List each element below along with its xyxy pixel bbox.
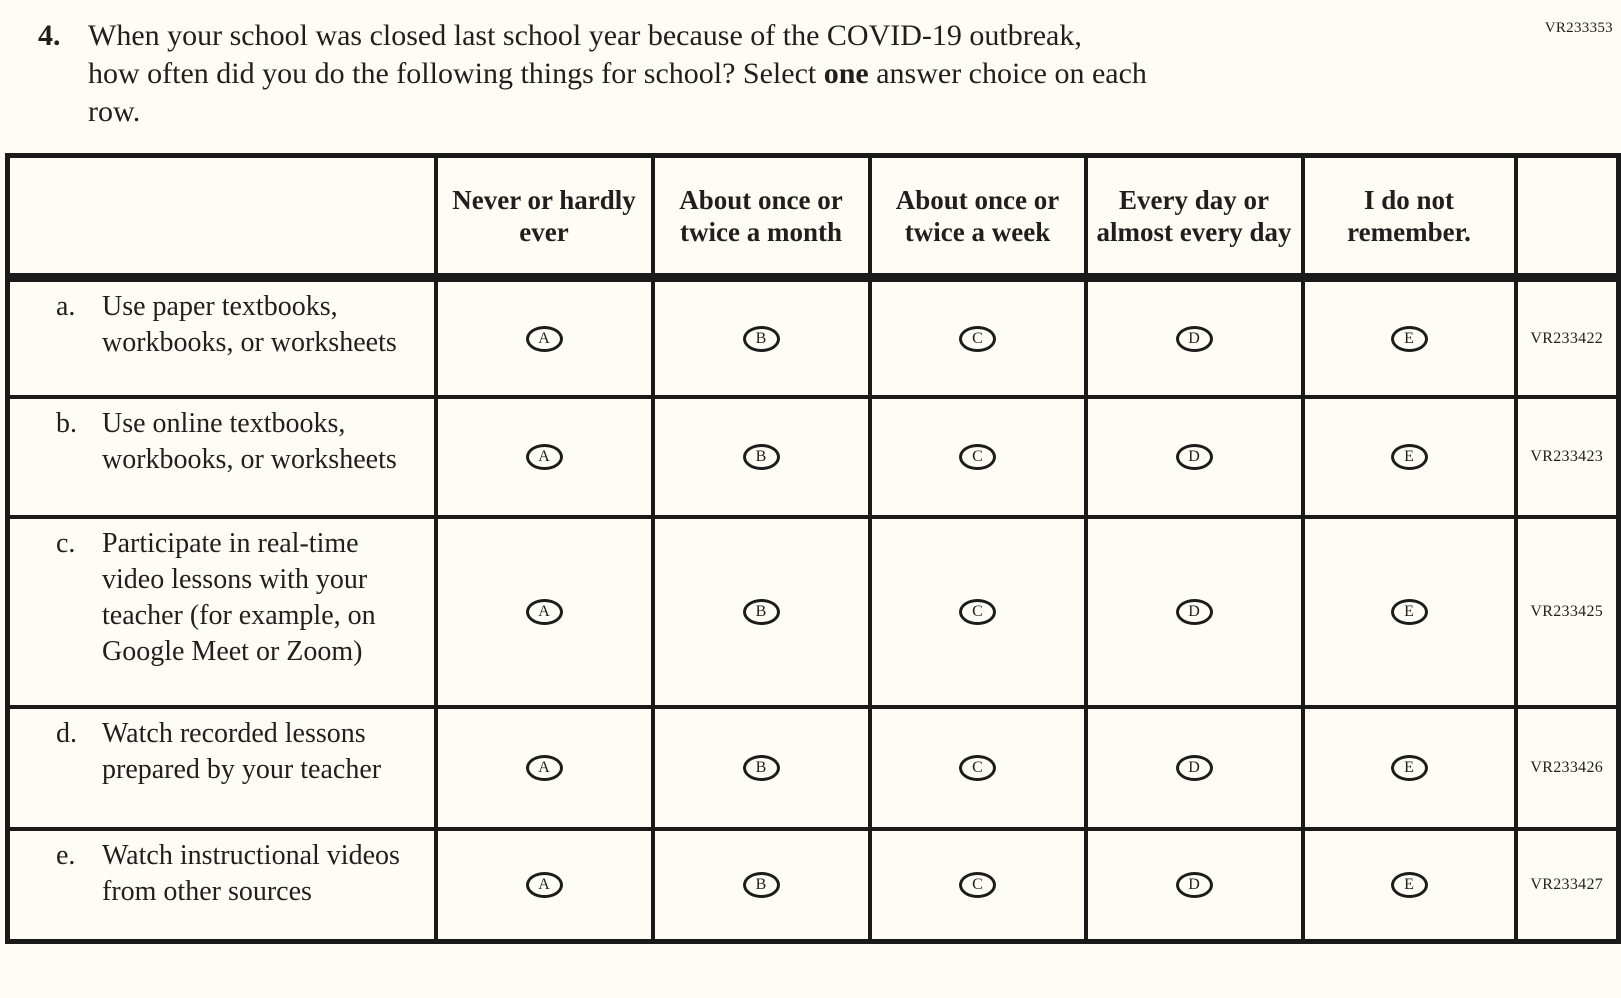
question-line2-post: answer choice on each	[868, 57, 1147, 90]
answer-bubble-e-A[interactable]: A	[525, 871, 563, 898]
answer-bubble-d-A[interactable]: A	[525, 755, 563, 781]
choice-cell: C	[867, 278, 1088, 399]
choice-cell: B	[650, 278, 872, 399]
question-line1: When your school was closed last school …	[88, 19, 1082, 52]
choice-cell: C	[867, 705, 1088, 831]
header-every-day: Every day or almost every day	[1083, 153, 1305, 278]
answer-bubble-e-C[interactable]: C	[959, 871, 996, 898]
answer-bubble-a-B[interactable]: B	[742, 325, 780, 352]
table-row-e: e. Watch instructional videos from other…	[5, 827, 1621, 943]
item-letter-d: d.	[56, 718, 77, 749]
response-matrix: Never or hardly ever About once or twice…	[5, 153, 1621, 944]
answer-bubble-e-D[interactable]: D	[1175, 871, 1213, 898]
choice-cell: A	[433, 278, 655, 399]
question-line2-pre: how often did you do the following thing…	[88, 57, 824, 90]
answer-bubble-d-C[interactable]: C	[959, 755, 996, 781]
question-number: 4.	[38, 19, 61, 52]
choice-cell: D	[1083, 278, 1305, 399]
choice-cell: C	[867, 395, 1088, 519]
answer-bubble-a-A[interactable]: A	[525, 325, 563, 352]
item-cell-a: a. Use paper textbooks, workbooks, or wo…	[5, 278, 438, 399]
answer-bubble-c-D[interactable]: D	[1175, 599, 1213, 625]
item-letter-a: a.	[56, 291, 76, 322]
choice-cell: E	[1300, 827, 1518, 943]
question-text: When your school was closed last school …	[88, 17, 1408, 131]
header-once-twice-week: About once or twice a week	[867, 153, 1088, 278]
row-code-a: VR233422	[1513, 278, 1621, 399]
choice-cell: A	[433, 705, 655, 831]
answer-bubble-e-E[interactable]: E	[1390, 871, 1428, 898]
choice-cell: E	[1300, 278, 1518, 399]
item-text-a: Use paper textbooks, workbooks, or works…	[102, 291, 397, 358]
choice-cell: C	[867, 515, 1088, 709]
item-text-b: Use online textbooks, workbooks, or work…	[102, 408, 397, 475]
table-row-c: c. Participate in real-time video lesson…	[5, 515, 1621, 709]
item-text-c: Participate in real-time video lessons w…	[102, 528, 376, 667]
answer-bubble-c-A[interactable]: A	[525, 599, 563, 625]
answer-bubble-c-B[interactable]: B	[742, 599, 780, 625]
item-cell-b: b. Use online textbooks, workbooks, or w…	[5, 395, 438, 519]
table-row-d: d. Watch recorded lessons prepared by yo…	[5, 705, 1621, 831]
question-bold-word: one	[823, 57, 869, 90]
item-cell-d: d. Watch recorded lessons prepared by yo…	[5, 705, 438, 831]
choice-cell: B	[650, 395, 872, 519]
header-empty-code	[1513, 153, 1621, 278]
choice-cell: B	[650, 515, 872, 709]
item-letter-b: b.	[56, 408, 77, 439]
table-row-a: a. Use paper textbooks, workbooks, or wo…	[5, 278, 1621, 399]
row-code-c: VR233425	[1513, 515, 1621, 709]
answer-bubble-b-B[interactable]: B	[742, 444, 780, 470]
choice-cell: D	[1083, 705, 1305, 831]
header-never: Never or hardly ever	[433, 153, 655, 278]
item-letter-c: c.	[56, 528, 76, 559]
row-code-e: VR233427	[1513, 827, 1621, 943]
item-letter-e: e.	[56, 840, 76, 871]
table-row-b: b. Use online textbooks, workbooks, or w…	[5, 395, 1621, 519]
choice-cell: B	[650, 705, 872, 831]
answer-bubble-b-E[interactable]: E	[1390, 444, 1428, 470]
row-code-b: VR233423	[1513, 395, 1621, 519]
choice-cell: B	[650, 827, 872, 943]
choice-cell: E	[1300, 395, 1518, 519]
item-cell-c: c. Participate in real-time video lesson…	[5, 515, 438, 709]
choice-cell: E	[1300, 515, 1518, 709]
item-text-e: Watch instructional videos from other so…	[102, 840, 400, 907]
question-block: 4. When your school was closed last scho…	[38, 17, 1621, 131]
row-code-d: VR233426	[1513, 705, 1621, 831]
answer-bubble-b-D[interactable]: D	[1175, 444, 1213, 470]
header-empty-item	[5, 153, 438, 278]
header-row: Never or hardly ever About once or twice…	[5, 153, 1621, 278]
question-line3: row.	[88, 95, 141, 128]
header-once-twice-month: About once or twice a month	[650, 153, 872, 278]
answer-bubble-a-D[interactable]: D	[1175, 325, 1213, 352]
item-cell-e: e. Watch instructional videos from other…	[5, 827, 438, 943]
header-do-not-remember: I do not remember.	[1300, 153, 1518, 278]
choice-cell: D	[1083, 827, 1305, 943]
survey-page: VR233353 4. When your school was closed …	[0, 17, 1621, 998]
choice-cell: D	[1083, 395, 1305, 519]
answer-bubble-b-C[interactable]: C	[959, 444, 996, 470]
answer-bubble-c-C[interactable]: C	[959, 599, 996, 625]
page-code: VR233353	[1544, 20, 1613, 36]
choice-cell: A	[433, 395, 655, 519]
choice-cell: A	[433, 515, 655, 709]
choice-cell: C	[867, 827, 1088, 943]
answer-bubble-d-E[interactable]: E	[1390, 755, 1428, 781]
answer-bubble-e-B[interactable]: B	[742, 871, 780, 898]
choice-cell: D	[1083, 515, 1305, 709]
answer-bubble-d-B[interactable]: B	[742, 755, 780, 781]
answer-bubble-a-E[interactable]: E	[1390, 325, 1428, 352]
choice-cell: A	[433, 827, 655, 943]
answer-bubble-c-E[interactable]: E	[1390, 599, 1428, 625]
answer-bubble-b-A[interactable]: A	[525, 444, 563, 470]
answer-bubble-a-C[interactable]: C	[959, 325, 996, 352]
choice-cell: E	[1300, 705, 1518, 831]
answer-bubble-d-D[interactable]: D	[1175, 755, 1213, 781]
item-text-d: Watch recorded lessons prepared by your …	[102, 718, 382, 785]
